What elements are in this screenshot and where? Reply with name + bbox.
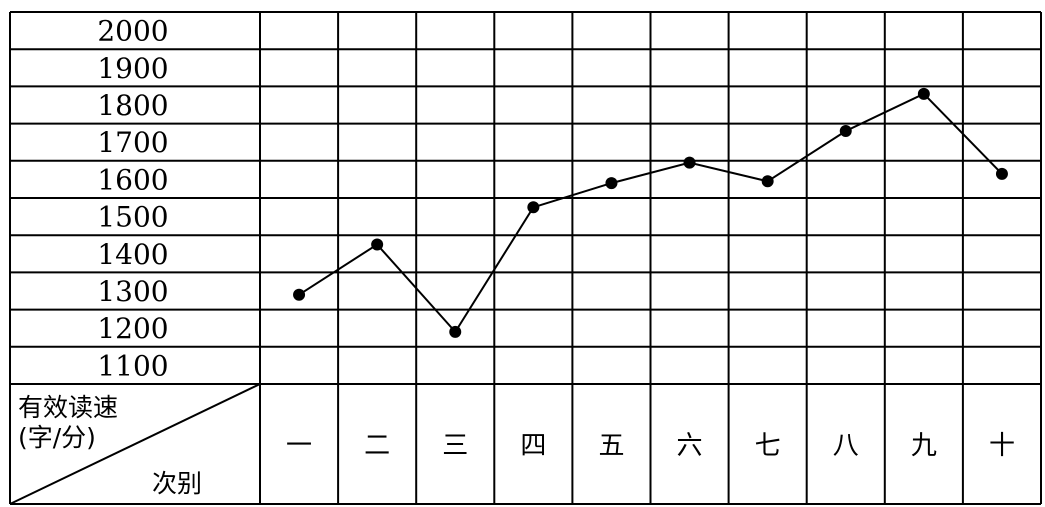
x-tick-label: 九 [911,431,937,461]
y-tick-label: 2000 [97,15,168,48]
chart-grid [9,11,1042,505]
data-point [527,201,540,214]
y-tick-label: 1700 [97,126,168,159]
x-tick-label: 二 [364,431,390,461]
x-axis-category-labels: 一二三四五六七八九十 [286,431,1015,461]
x-tick-label: 一 [286,431,312,461]
y-axis-title-line2: (字/分) [18,423,96,452]
corner-diagonal-line [9,383,261,505]
x-tick-label: 七 [755,431,781,461]
data-point [839,125,852,138]
y-tick-label: 1500 [97,201,168,234]
y-axis-title-line1: 有效读速 [18,393,118,422]
y-tick-label: 1800 [97,89,168,122]
y-tick-label: 1400 [97,238,168,271]
y-tick-label: 1900 [97,52,168,85]
data-point [995,167,1008,180]
y-axis-tick-labels: 2000 1900 1800 1700 1600 1500 1400 1300 1200 1100 [97,15,168,383]
x-tick-label: 五 [598,431,624,461]
x-tick-label: 四 [520,431,546,461]
data-point [761,175,774,188]
series-markers [293,87,1008,338]
corner-axis-titles: 有效读速 (字/分) 次别 [9,383,261,505]
y-tick-label: 1200 [97,312,168,345]
x-axis-title: 次别 [152,469,202,498]
x-tick-label: 八 [833,431,859,461]
x-tick-label: 三 [442,431,468,461]
data-point [371,238,384,251]
data-point [449,325,462,338]
data-point [605,177,618,190]
y-tick-label: 1600 [97,163,168,196]
data-point [683,156,696,169]
x-tick-label: 六 [677,431,703,461]
x-tick-label: 十 [989,431,1015,461]
series-line [298,92,1003,334]
y-tick-label: 1300 [97,275,168,308]
data-point [917,87,930,100]
y-tick-label: 1100 [97,349,168,382]
data-point [293,288,306,301]
